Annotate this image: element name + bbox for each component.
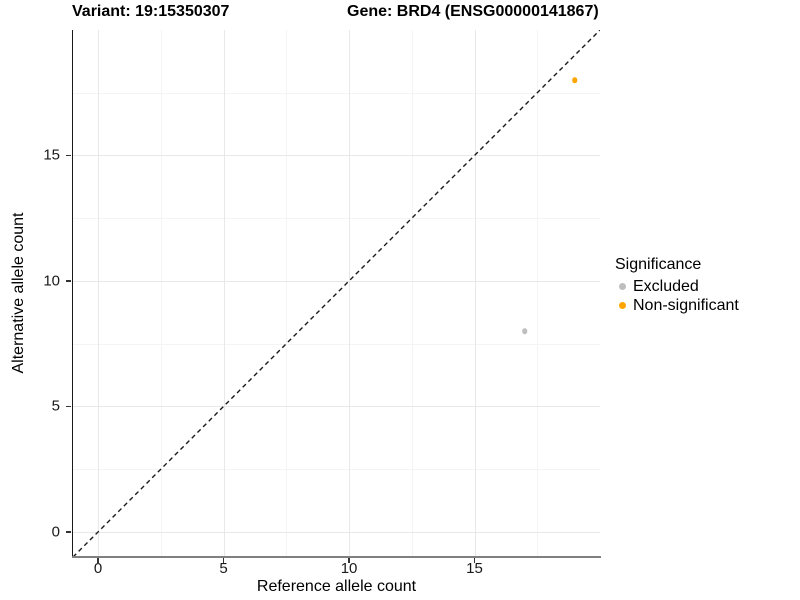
y-tick-label: 5 — [51, 397, 60, 415]
x-tick-mark — [473, 558, 476, 563]
legend-title: Significance — [615, 256, 702, 273]
variant-title: Variant: 19:15350307 — [72, 3, 230, 20]
plot-panel — [73, 30, 600, 557]
y-axis-line — [71, 30, 73, 557]
gene-title: Gene: BRD4 (ENSG00000141867) — [347, 3, 599, 20]
y-tick-label: 10 — [43, 272, 60, 290]
x-tick-mark — [97, 558, 99, 563]
y-tick-mark — [66, 405, 71, 408]
legend-entries: Excluded Non-significant — [615, 277, 739, 315]
legend-entry: Non-significant — [615, 296, 739, 315]
x-tick-label: 15 — [466, 560, 483, 577]
x-axis-title: Reference allele count — [256, 578, 417, 595]
legend: Significance Excluded Non-significant — [615, 256, 739, 315]
x-tick-label: 0 — [93, 560, 103, 577]
legend-entry: Excluded — [615, 277, 739, 296]
legend-entry-label: Non-significant — [633, 296, 739, 314]
y-tick-label: 15 — [43, 146, 60, 164]
y-tick-mark — [66, 531, 71, 533]
legend-entry-label: Excluded — [633, 277, 699, 295]
x-axis-line — [71, 556, 601, 558]
x-tick-mark — [222, 558, 225, 563]
x-tick-label: 10 — [340, 560, 358, 577]
y-tick-label: 0 — [51, 523, 60, 541]
y-tick-mark — [66, 154, 71, 157]
identity-line — [73, 30, 600, 557]
x-tick-label: 5 — [219, 560, 228, 577]
y-tick-mark — [66, 280, 71, 282]
legend-dot-non-significant — [619, 302, 626, 309]
x-tick-mark — [348, 558, 350, 563]
data-point-non-significant — [572, 77, 578, 83]
y-axis-title: Alternative allele count — [10, 212, 27, 374]
data-point-excluded — [521, 328, 528, 334]
legend-dot-excluded — [619, 283, 626, 290]
